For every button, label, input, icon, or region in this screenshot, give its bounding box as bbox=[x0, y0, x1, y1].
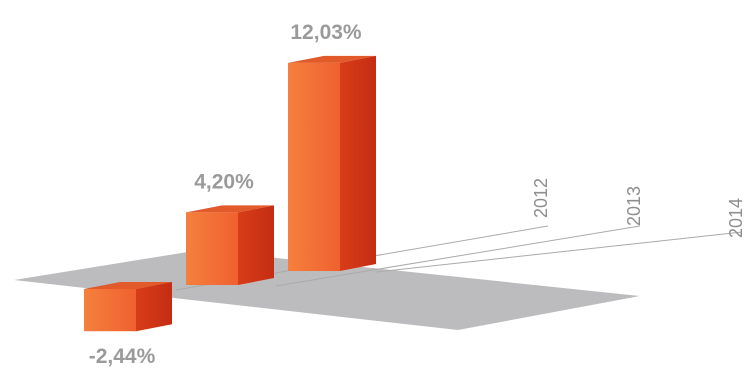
axis-line-2013 bbox=[275, 225, 641, 287]
bar-top-2012 bbox=[84, 282, 172, 289]
bar-side-2013 bbox=[238, 205, 274, 285]
value-label-2014: 12,03% bbox=[290, 21, 362, 44]
bar-side-2014 bbox=[340, 55, 376, 272]
chart-floor bbox=[14, 250, 640, 330]
bar-2013 bbox=[186, 205, 274, 285]
bar-front-2014 bbox=[288, 62, 340, 272]
bar-front-2013 bbox=[186, 212, 238, 285]
category-label-2014: 2014 bbox=[726, 198, 746, 238]
value-label-2013: 4,20% bbox=[194, 170, 254, 193]
bar-top-2014 bbox=[288, 55, 376, 63]
category-label-2013: 2013 bbox=[624, 186, 644, 226]
category-labels-layer: 2012 2013 2014 bbox=[531, 178, 746, 238]
axis-line-2014 bbox=[375, 231, 743, 273]
value-labels-layer: -2,44% 4,20% 12,03% bbox=[89, 21, 362, 368]
bar-top-2013 bbox=[186, 205, 274, 213]
category-label-2012: 2012 bbox=[531, 178, 551, 218]
value-label-2012: -2,44% bbox=[89, 345, 156, 368]
bars-layer bbox=[84, 55, 376, 332]
bar-front-2012 bbox=[84, 289, 136, 332]
bar-side-2012 bbox=[136, 282, 172, 332]
bar-2012 bbox=[84, 282, 172, 332]
bar-2014 bbox=[288, 55, 376, 272]
